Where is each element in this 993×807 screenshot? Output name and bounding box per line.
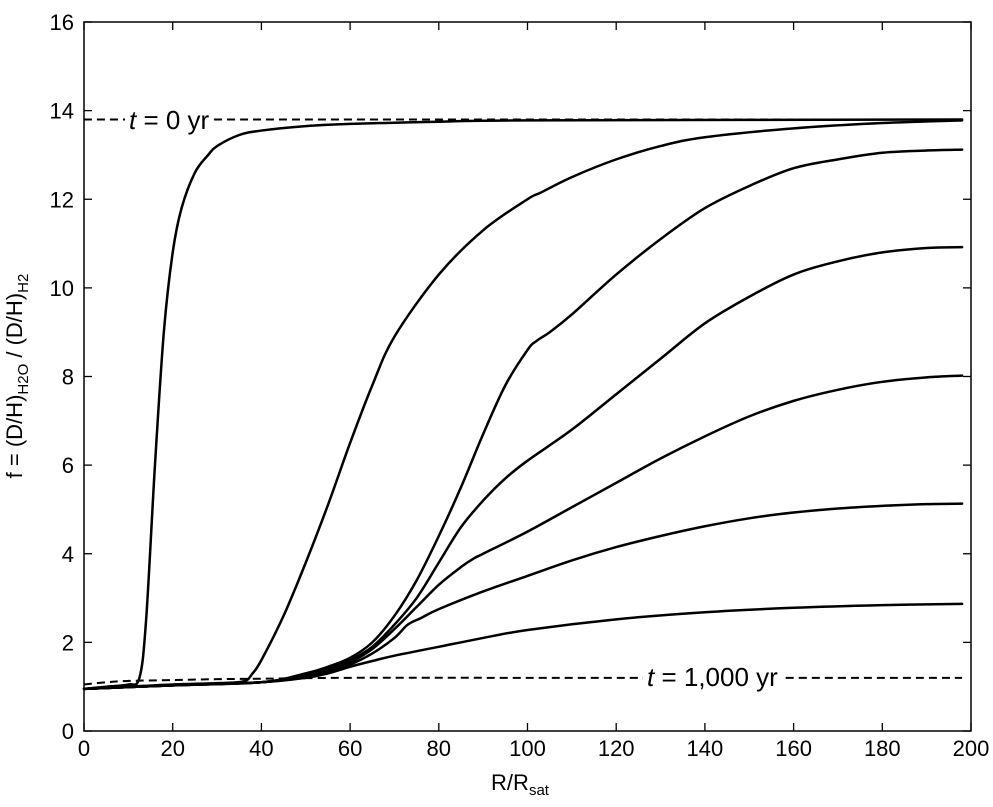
annotation-gap bbox=[643, 664, 783, 690]
x-axis-label: R/Rsat bbox=[491, 770, 550, 799]
y-tick-label: 14 bbox=[50, 99, 74, 124]
plot-lines bbox=[82, 107, 964, 691]
annotation-gap bbox=[125, 107, 214, 133]
y-tick-label: 4 bbox=[62, 542, 74, 567]
series-line-5 bbox=[82, 374, 964, 691]
y-tick-label: 16 bbox=[50, 10, 74, 35]
x-tick-label: 20 bbox=[160, 736, 184, 761]
series-line-2 bbox=[82, 119, 964, 691]
x-tick-label: 80 bbox=[427, 736, 451, 761]
x-tick-label: 0 bbox=[78, 736, 90, 761]
x-tick-label: 40 bbox=[249, 736, 273, 761]
x-tick-label: 100 bbox=[509, 736, 546, 761]
y-tick-label: 2 bbox=[62, 630, 74, 655]
y-axis-label: f = (D/H)H2O / (D/H)H2 bbox=[2, 274, 32, 479]
y-tick-label: 12 bbox=[50, 187, 74, 212]
annotation-t-0: t = 0 yr bbox=[129, 105, 210, 135]
x-tick-label: 60 bbox=[338, 736, 362, 761]
y-tick-label: 8 bbox=[62, 365, 74, 390]
x-tick-label: 200 bbox=[953, 736, 990, 761]
x-tick-label: 180 bbox=[864, 736, 901, 761]
plot-frame bbox=[83, 21, 972, 732]
y-tick-label: 6 bbox=[62, 453, 74, 478]
x-tick-label: 140 bbox=[687, 736, 724, 761]
x-tick-label: 120 bbox=[598, 736, 635, 761]
series-line-7 bbox=[82, 602, 964, 691]
annotation-t-1000: t = 1,000 yr bbox=[647, 662, 778, 692]
y-tick-label: 10 bbox=[50, 276, 74, 301]
x-tick-label: 160 bbox=[775, 736, 812, 761]
series-line-6 bbox=[82, 502, 964, 691]
series-line-1 bbox=[82, 118, 964, 691]
y-tick-label: 0 bbox=[62, 719, 74, 744]
series-line-4 bbox=[82, 245, 964, 691]
series-line-3 bbox=[82, 148, 964, 691]
axis-ticks: 0 20 40 60 80 100 120 140 160 180 200 0 2 4 6 8 10 12 14 16 bbox=[50, 10, 990, 761]
